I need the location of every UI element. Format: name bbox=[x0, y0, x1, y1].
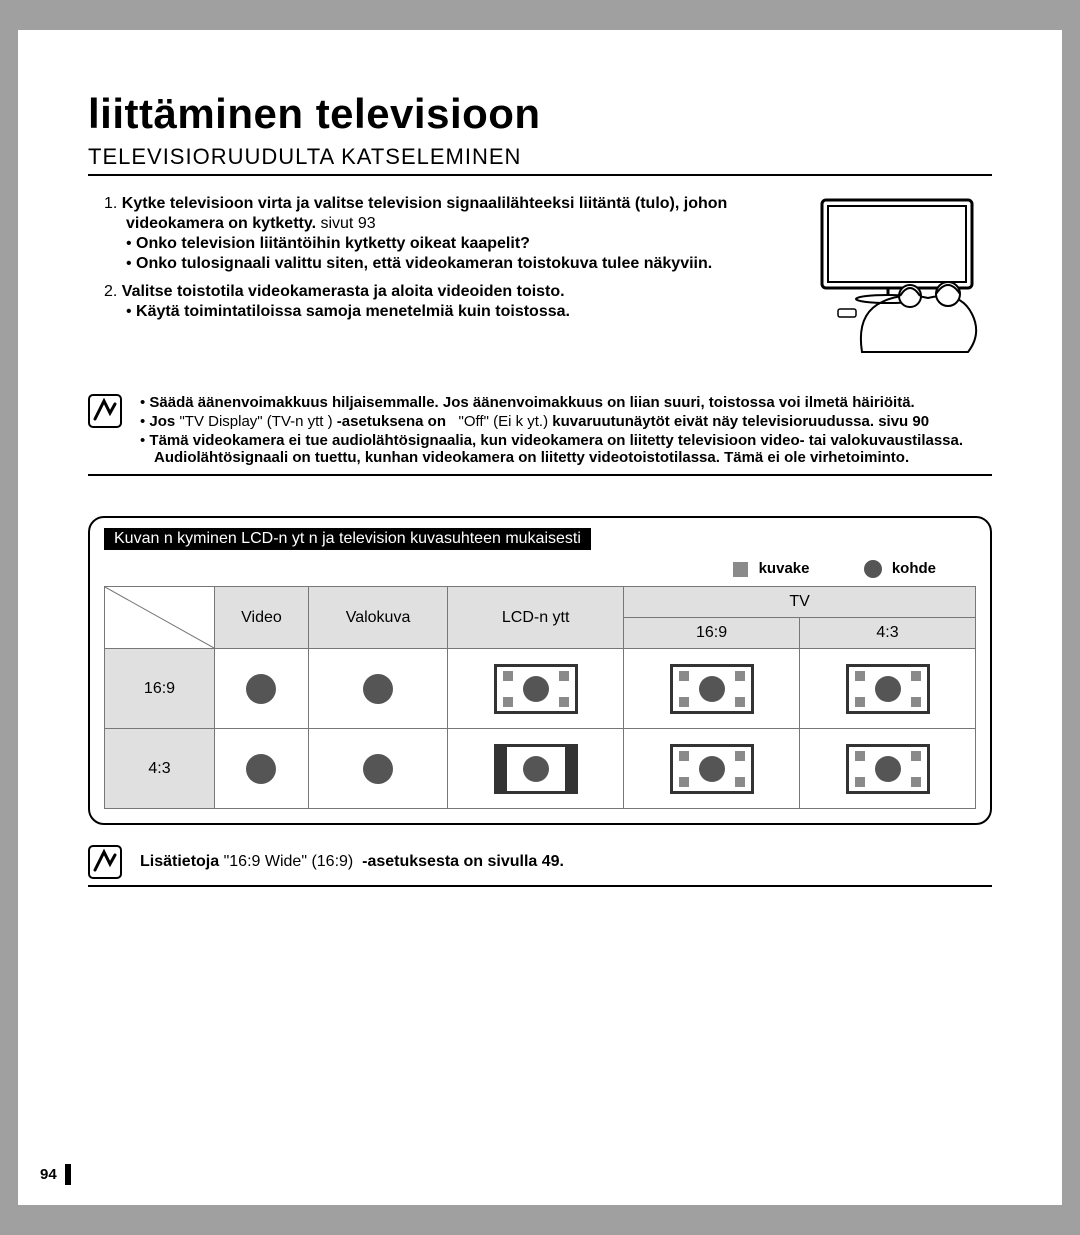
col-header: 16:9 bbox=[624, 618, 800, 649]
note-part: -asetuksesta on sivulla 49. bbox=[362, 853, 564, 870]
dot-icon bbox=[246, 754, 276, 784]
step-text: Valitse toistotila videokamerasta ja alo… bbox=[122, 283, 565, 300]
note-body: Säädä äänenvoimakkuus hiljaisemmalle. Jo… bbox=[140, 394, 992, 468]
note-icon bbox=[88, 845, 122, 879]
section-heading: TELEVISIORUUDULTA KATSELEMINEN bbox=[88, 144, 992, 176]
sub-step: Onko television liitäntöihin kytketty oi… bbox=[136, 235, 530, 252]
legend-label: kuvake bbox=[759, 560, 810, 577]
col-header: LCD-n ytt bbox=[448, 587, 624, 649]
table-cell bbox=[215, 729, 309, 809]
col-header: TV bbox=[624, 587, 976, 618]
table-caption: Kuvan n kyminen LCD-n yt n ja television… bbox=[104, 528, 591, 550]
instructions-text: 1. Kytke televisioon virta ja valitse te… bbox=[88, 194, 764, 354]
frame-icon bbox=[846, 664, 930, 714]
sub-step: Onko tulosignaali valittu siten, että vi… bbox=[136, 255, 712, 272]
col-header: Video bbox=[215, 587, 309, 649]
row-header: 4:3 bbox=[105, 729, 215, 809]
dot-icon bbox=[246, 674, 276, 704]
table-cell bbox=[624, 729, 800, 809]
table-legend: kuvake kohde bbox=[104, 560, 976, 578]
step-number: 2. bbox=[104, 283, 117, 300]
legend-label: kohde bbox=[892, 560, 936, 577]
diagonal-header bbox=[105, 587, 215, 649]
legend-square-icon bbox=[733, 562, 748, 577]
table-cell bbox=[308, 729, 447, 809]
note-line-part: -asetuksena on bbox=[337, 413, 446, 430]
note-part: "16:9 Wide" (16:9) bbox=[224, 853, 354, 870]
sub-step: Käytä toimintatiloissa samoja menetelmiä… bbox=[136, 303, 570, 320]
table-cell bbox=[624, 649, 800, 729]
note-line-part: Jos bbox=[149, 413, 175, 430]
table-cell bbox=[308, 649, 447, 729]
note-line-part: kuvaruutunäytöt eivät näy televisioruudu… bbox=[552, 413, 874, 430]
table-cell bbox=[215, 649, 309, 729]
note-block-2: Lisätietoja "16:9 Wide" (16:9) -asetukse… bbox=[88, 845, 992, 887]
note-line: Tämä videokamera ei tue audiolähtösignaa… bbox=[149, 432, 963, 466]
tv-illustration bbox=[792, 194, 992, 354]
note-part: Lisätietoja bbox=[140, 853, 219, 870]
note-line: Säädä äänenvoimakkuus hiljaisemmalle. Jo… bbox=[149, 394, 914, 411]
table-cell bbox=[800, 649, 976, 729]
note-icon bbox=[88, 394, 122, 428]
page-title: liittäminen televisioon bbox=[88, 90, 992, 138]
page: liittäminen televisioon TELEVISIORUUDULT… bbox=[18, 30, 1062, 1205]
step-number: 1. bbox=[104, 195, 117, 212]
note-block-1: Säädä äänenvoimakkuus hiljaisemmalle. Jo… bbox=[88, 394, 992, 476]
page-number: 94 bbox=[38, 1164, 71, 1185]
note-line-part: "TV Display" (TV-n ytt ) bbox=[179, 413, 332, 430]
table-cell bbox=[448, 729, 624, 809]
frame-icon bbox=[670, 744, 754, 794]
dot-icon bbox=[363, 754, 393, 784]
frame-pillarbox-icon bbox=[494, 744, 578, 794]
row-header: 16:9 bbox=[105, 649, 215, 729]
legend-circle-icon bbox=[864, 560, 882, 578]
aspect-table-wrap: Kuvan n kyminen LCD-n yt n ja television… bbox=[88, 516, 992, 825]
aspect-table: Video Valokuva LCD-n ytt TV 16:9 4:3 16:… bbox=[104, 586, 976, 809]
dot-icon bbox=[363, 674, 393, 704]
table-cell bbox=[800, 729, 976, 809]
step-text: Kytke televisioon virta ja valitse telev… bbox=[122, 195, 728, 232]
frame-icon bbox=[494, 664, 578, 714]
table-cell bbox=[448, 649, 624, 729]
page-ref: sivut 93 bbox=[320, 215, 375, 232]
instructions-block: 1. Kytke televisioon virta ja valitse te… bbox=[88, 194, 992, 354]
col-header: Valokuva bbox=[308, 587, 447, 649]
col-header: 4:3 bbox=[800, 618, 976, 649]
page-ref: sivu 90 bbox=[878, 413, 929, 430]
note-text: Lisätietoja "16:9 Wide" (16:9) -asetukse… bbox=[140, 853, 564, 871]
frame-icon bbox=[846, 744, 930, 794]
frame-icon bbox=[670, 664, 754, 714]
note-line-part: "Off" (Ei k yt.) bbox=[459, 413, 549, 430]
